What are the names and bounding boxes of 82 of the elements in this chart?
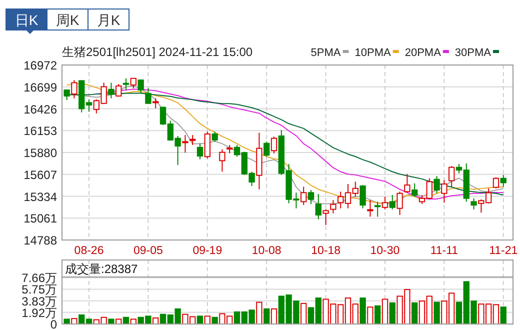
candlestick bbox=[360, 184, 366, 209]
candlestick bbox=[374, 201, 381, 218]
candlestick bbox=[182, 134, 188, 154]
y-tick-label: 7.66万 bbox=[22, 271, 57, 286]
candlestick bbox=[315, 194, 322, 220]
text: 月K bbox=[96, 12, 121, 28]
y-tick-label: 16153 bbox=[24, 124, 58, 138]
candlestick bbox=[367, 200, 374, 218]
candlestick bbox=[330, 200, 336, 214]
x-tick-label: 09-05 bbox=[133, 245, 163, 257]
candlestick bbox=[389, 194, 396, 210]
candlestick bbox=[116, 83, 122, 98]
candlestick bbox=[190, 134, 196, 146]
bar bbox=[71, 318, 78, 324]
legend-label: 10PMA bbox=[354, 47, 392, 59]
bar bbox=[64, 318, 70, 324]
bar bbox=[360, 298, 366, 324]
y-tick-label: 15607 bbox=[24, 168, 58, 182]
x-tick-label: 08-26 bbox=[74, 245, 104, 257]
bar bbox=[256, 302, 262, 324]
candlestick bbox=[219, 148, 226, 172]
candlestick bbox=[470, 198, 477, 210]
y-tick-label: 15880 bbox=[24, 146, 58, 160]
candlestick bbox=[145, 88, 152, 105]
y-tick-label: 0 bbox=[50, 318, 58, 330]
chart-title: 成交量:28387 bbox=[65, 262, 138, 276]
y-tick-label: 3.83万 bbox=[22, 294, 57, 308]
legend-label: 5PMA bbox=[310, 47, 342, 59]
text: 日K bbox=[14, 12, 39, 28]
bar bbox=[367, 306, 374, 324]
x-tick-label: 10-18 bbox=[311, 245, 341, 257]
candlestick bbox=[152, 98, 159, 109]
candlestick bbox=[71, 80, 78, 99]
y-tick-label: 16972 bbox=[24, 58, 58, 72]
chart-title: 生猪2501[lh2501] 2024-11-21 15:00 bbox=[62, 45, 253, 59]
candlestick bbox=[130, 78, 136, 89]
bar bbox=[374, 305, 381, 324]
y-tick-label: 15334 bbox=[24, 190, 58, 204]
bar bbox=[382, 298, 388, 324]
text: 周K bbox=[56, 12, 80, 28]
bar bbox=[500, 306, 506, 324]
candlestick bbox=[404, 174, 410, 194]
candlestick bbox=[204, 131, 210, 159]
legend-label: 30PMA bbox=[454, 47, 492, 59]
bar bbox=[300, 302, 307, 324]
bar bbox=[212, 316, 218, 324]
candlestick bbox=[434, 176, 440, 194]
x-tick-label: 11-11 bbox=[430, 245, 458, 257]
candlestick bbox=[196, 142, 204, 160]
bar bbox=[270, 308, 278, 324]
y-tick-label: 15061 bbox=[24, 212, 58, 226]
candlestick bbox=[212, 131, 218, 142]
y-tick-label: 1.92万 bbox=[22, 306, 57, 320]
candlestick bbox=[382, 196, 388, 210]
candlestick bbox=[441, 180, 448, 204]
bar bbox=[264, 308, 270, 324]
candlestick bbox=[500, 174, 506, 188]
candlestick bbox=[492, 176, 500, 189]
candlestick bbox=[308, 190, 314, 205]
candlestick bbox=[448, 166, 455, 188]
legend-label: 20PMA bbox=[404, 47, 442, 59]
candlestick bbox=[396, 191, 403, 216]
candlestick bbox=[300, 186, 307, 206]
bar bbox=[434, 302, 440, 324]
candlestick bbox=[122, 78, 130, 90]
candlestick bbox=[264, 141, 270, 158]
candlestick bbox=[411, 182, 418, 198]
bar bbox=[108, 318, 114, 324]
bar bbox=[389, 302, 396, 324]
candlestick bbox=[138, 78, 144, 94]
y-tick-label: 16426 bbox=[24, 102, 58, 116]
y-tick-label: 16699 bbox=[24, 80, 58, 94]
x-tick-label: 09-19 bbox=[192, 245, 222, 257]
candlestick bbox=[322, 208, 329, 226]
candlestick bbox=[270, 136, 278, 154]
y-tick-label: 14788 bbox=[24, 234, 58, 248]
bar bbox=[411, 302, 418, 324]
x-tick-label: 10-30 bbox=[370, 245, 400, 257]
x-tick-label: 10-08 bbox=[252, 245, 282, 257]
y-tick-label: 5.75万 bbox=[22, 282, 57, 297]
candlestick bbox=[108, 82, 114, 99]
x-tick-label: 11-21 bbox=[489, 245, 518, 257]
